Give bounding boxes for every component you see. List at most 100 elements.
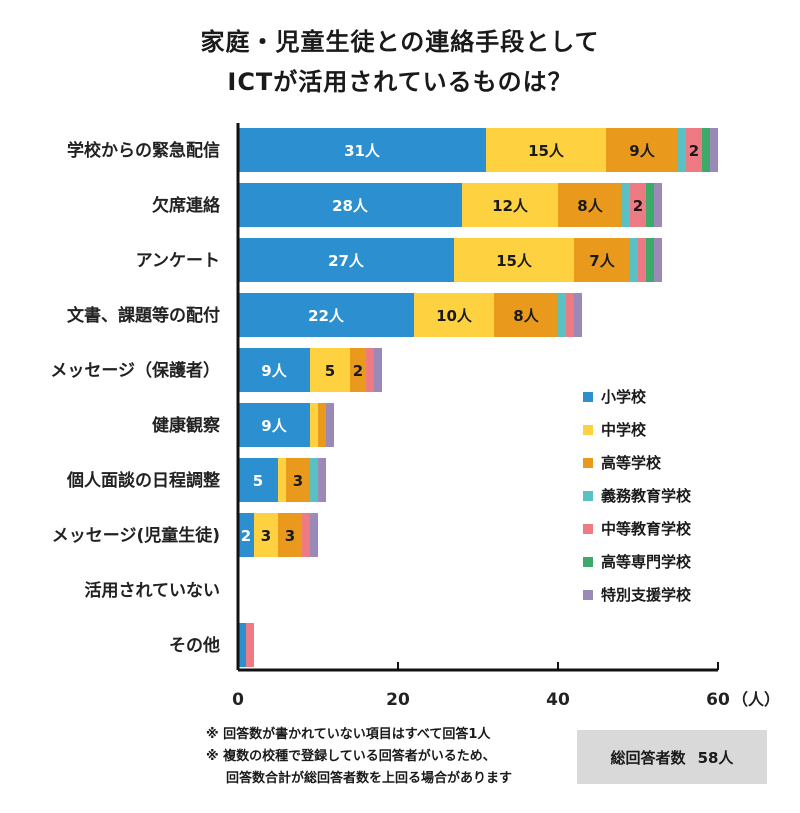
legend: 小学校中学校高等学校義務教育学校 中等教育学校 高等専門学校特別支援学校 [583, 380, 691, 611]
total-respondents-box: 総回答者数 58人 [577, 730, 767, 784]
category-label: 活用されていない [85, 580, 221, 601]
chart-title-line2: ICTが活用されているものは？ [227, 68, 573, 96]
legend-item: 高等学校 [583, 446, 691, 479]
bar-segment [486, 128, 606, 172]
x-tick-label: 20 [386, 690, 410, 710]
legend-swatch [583, 490, 593, 501]
x-tick-label: 60 [706, 690, 730, 710]
data-label: 5 [253, 472, 263, 490]
legend-label: 高等専門学校 [601, 553, 692, 571]
bar-segment [286, 458, 310, 502]
data-label: 31人 [344, 142, 381, 160]
legend-label: 中等教育学校 [601, 520, 692, 538]
category-label: メッセージ（保護者） [50, 360, 220, 381]
legend-swatch [583, 523, 593, 534]
bar-segment [558, 183, 622, 227]
data-label: 2 [633, 197, 643, 215]
legend-label: 小学校 [601, 388, 647, 406]
legend-item: 特別支援学校 [583, 578, 691, 611]
category-label: メッセージ(児童生徒) [52, 525, 220, 546]
bar-segment [374, 348, 382, 392]
data-label: 22人 [308, 307, 345, 325]
bar-segment [310, 348, 350, 392]
legend-item: 高等専門学校 [583, 545, 691, 578]
x-unit-label: （人） [732, 690, 780, 709]
footnote-1: ※ 回答数が書かれていない項目はすべて回答1人 [206, 727, 491, 742]
category-label: 文書、課題等の配付 [67, 305, 220, 326]
total-respondents-value: 58人 [697, 748, 734, 767]
bar-segment [462, 183, 558, 227]
legend-label: 高等学校 [601, 454, 662, 472]
bar-segment [566, 293, 574, 337]
bar-segment [326, 403, 334, 447]
legend-item: 中学校 [583, 413, 691, 446]
chart-title-line1: 家庭・児童生徒との連絡手段として [200, 28, 600, 56]
data-label: 9人 [261, 362, 287, 380]
bar-segment [238, 183, 462, 227]
bar-segment [278, 513, 302, 557]
bar-segment [622, 183, 630, 227]
data-label: 5 [325, 362, 335, 380]
legend-swatch [583, 457, 593, 468]
legend-swatch [583, 391, 593, 402]
bar-segment [454, 238, 574, 282]
data-label: 3 [261, 527, 271, 545]
bar-segment [606, 128, 678, 172]
bar-segment [702, 128, 710, 172]
bar-segment [238, 238, 454, 282]
data-label: 8人 [577, 197, 603, 215]
bar-segment [558, 293, 566, 337]
data-label: 15人 [496, 252, 533, 270]
bar-segment [710, 128, 718, 172]
bar-segment [366, 348, 374, 392]
legend-swatch [583, 589, 593, 600]
legend-swatch [583, 556, 593, 567]
data-label: 8人 [513, 307, 539, 325]
legend-label: 中学校 [601, 421, 647, 439]
data-label: 2 [353, 362, 363, 380]
data-label: 28人 [332, 197, 369, 215]
x-tick-label: 40 [546, 690, 570, 710]
legend-item: 小学校 [583, 380, 691, 413]
bar-segment [310, 458, 318, 502]
data-label: 10人 [436, 307, 473, 325]
data-label: 3 [285, 527, 295, 545]
bar-segment [238, 513, 254, 557]
bar-segment [574, 293, 582, 337]
bar-segment [254, 513, 278, 557]
bar-segment [246, 623, 254, 667]
data-label: 3 [293, 472, 303, 490]
footnote-3: 回答数合計が総回答者数を上回る場合があります [226, 771, 513, 786]
category-label: その他 [169, 635, 220, 656]
bar-segment [678, 128, 686, 172]
bar-segment [310, 513, 318, 557]
data-label: 2 [689, 142, 699, 160]
category-label: 学校からの緊急配信 [67, 140, 220, 161]
data-label: 9人 [629, 142, 655, 160]
data-label: 27人 [328, 252, 365, 270]
bar-segment [310, 403, 318, 447]
bar-segment [238, 348, 310, 392]
legend-item: 義務教育学校 [583, 479, 691, 512]
bar-segment [238, 623, 246, 667]
data-label: 12人 [492, 197, 529, 215]
x-tick-label: 0 [232, 690, 244, 710]
legend-label: 義務教育学校 [601, 487, 692, 505]
bar-segment [414, 293, 494, 337]
footnote-2: ※ 複数の校種で登録している回答者がいるため、 [206, 749, 496, 764]
bar-segment [630, 238, 638, 282]
total-respondents-label: 総回答者数 [610, 748, 686, 767]
legend-item: 中等教育学校 [583, 512, 691, 545]
bar-segment [686, 128, 702, 172]
bar-segment [238, 293, 414, 337]
bar-segment [574, 238, 630, 282]
bar-segment [494, 293, 558, 337]
footnotes: ※ 回答数が書かれていない項目はすべて回答1人 ※ 複数の校種で登録している回答… [206, 724, 512, 790]
data-label: 7人 [589, 252, 615, 270]
bar-segment [630, 183, 646, 227]
bar-segment [238, 458, 278, 502]
bar-segment [238, 403, 310, 447]
bar-segment [318, 403, 326, 447]
data-label: 9人 [261, 417, 287, 435]
